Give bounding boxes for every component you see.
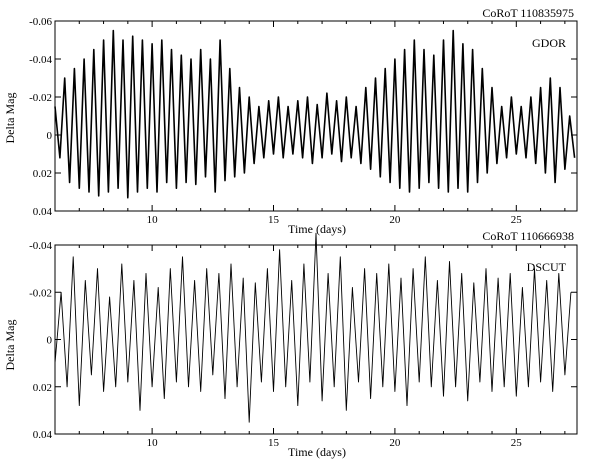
panel-top-title: CoRoT 110835975 [482,6,574,20]
panel-top-xlabel: Time (days) [288,222,346,236]
panel-bottom-title: CoRoT 110666938 [482,229,574,243]
y-tick-label: 0.02 [33,382,52,394]
x-tick-label: 20 [389,214,401,226]
x-tick-label: 10 [147,214,159,226]
panel-bottom-dscut: CoRoT 110666938 DSCUT Time (days) Delta … [3,229,578,459]
light-curve-series [54,232,572,423]
panel-bottom-annotation: DSCUT [527,260,567,274]
y-tick-label: 0.02 [33,168,52,180]
panel-top-annotation: GDOR [532,36,566,50]
y-tick-label: -0.04 [29,54,52,66]
y-tick-label: 0.04 [33,429,53,441]
panel-bottom-ylabel: Delta Mag [3,320,17,371]
y-tick-label: 0 [47,130,53,142]
y-tick-label: -0.04 [29,240,52,252]
x-tick-label: 15 [268,214,280,226]
y-tick-label: -0.06 [29,16,52,28]
panel-top-gdor: CoRoT 110835975 GDOR Time (days) Delta M… [3,6,578,236]
x-tick-label: 15 [268,437,280,449]
y-tick-label: -0.02 [29,287,52,299]
y-tick-label: -0.02 [29,92,52,104]
x-tick-label: 20 [389,437,401,449]
x-tick-label: 25 [511,214,523,226]
x-tick-label: 10 [147,437,159,449]
x-tick-label: 25 [511,437,523,449]
y-tick-label: 0.04 [33,206,53,218]
light-curve-series [54,29,576,199]
y-tick-label: 0 [47,335,53,347]
panel-top-ylabel: Delta Mag [3,93,17,144]
plot-frame [54,244,578,435]
plot-frame [54,20,578,212]
panel-bottom-xlabel: Time (days) [288,445,346,459]
